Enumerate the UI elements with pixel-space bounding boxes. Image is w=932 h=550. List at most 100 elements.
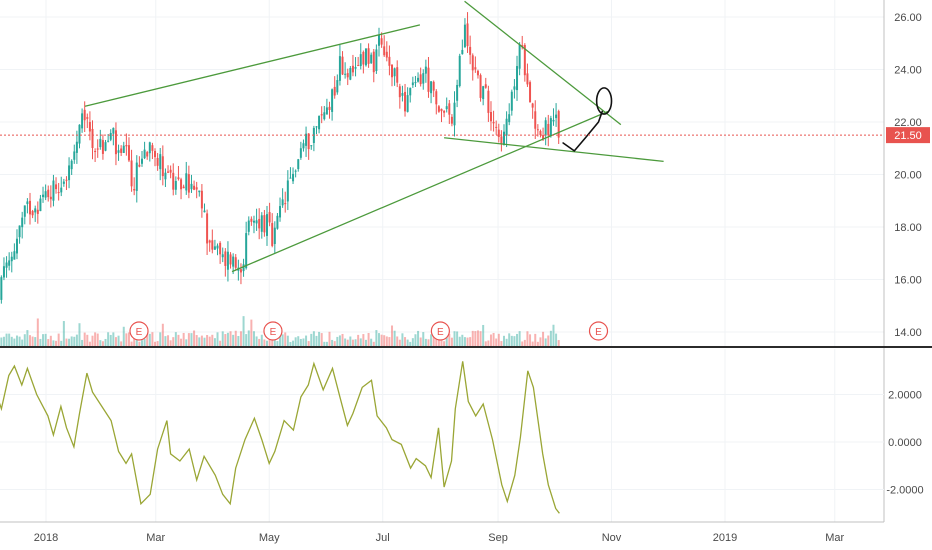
candle-body [453, 102, 456, 126]
candle-body [422, 73, 425, 84]
volume-bar [104, 338, 107, 346]
volume-bar [487, 340, 490, 346]
volume-bar [260, 334, 263, 346]
candle-body [305, 133, 308, 146]
candle-body [448, 103, 451, 115]
candle-body [122, 145, 125, 153]
volume-bar [148, 333, 151, 346]
volume-bar [354, 339, 357, 346]
candle-body [47, 189, 50, 198]
candle-body [94, 150, 97, 152]
volume-bar [510, 335, 513, 346]
volume-bar [114, 337, 117, 346]
earnings-marker-label: E [437, 327, 444, 338]
candle-body [174, 180, 177, 190]
candle-body [292, 173, 295, 182]
volume-bar [286, 335, 289, 346]
candle-body [221, 254, 224, 258]
osc-tick-label: 2.0000 [888, 390, 922, 402]
volume-bar [47, 339, 50, 346]
candle-body [193, 185, 196, 190]
volume-bar [424, 338, 427, 346]
candle-body [242, 264, 245, 272]
time-axis[interactable]: 2018 Mar May Jul Sep Nov 2019 Mar [0, 521, 884, 544]
candle-body [411, 82, 414, 86]
candle-body [529, 82, 532, 103]
candle-body [427, 67, 430, 92]
volume-bar [237, 336, 240, 346]
volume-bar [177, 334, 180, 346]
candle-body [271, 223, 274, 246]
volume-bar [55, 340, 58, 346]
volume-bar [81, 339, 84, 346]
candle-body [359, 54, 362, 67]
volume-bar [60, 340, 63, 346]
volume-bar [195, 335, 198, 346]
volume-bar [466, 337, 469, 346]
time-tick-label: Jul [376, 532, 390, 544]
volume-bar [156, 341, 159, 346]
volume-bar [112, 332, 115, 346]
candle-body [34, 208, 37, 213]
volume-bar [164, 336, 167, 346]
time-tick-label: 2018 [34, 532, 58, 544]
volume-bar [325, 341, 328, 346]
volume-bar [536, 341, 539, 346]
candle-body [435, 91, 438, 105]
volume-bar [489, 334, 492, 346]
volume-bar [469, 337, 472, 346]
volume-bar [2, 336, 5, 346]
candle-body [284, 203, 287, 205]
volume-bar [23, 334, 26, 346]
volume-bar [529, 334, 532, 346]
candle-body [143, 149, 146, 159]
candle-body [547, 123, 550, 136]
volume-bar [552, 324, 555, 346]
candle-body [23, 205, 26, 217]
candle-body [216, 245, 219, 249]
candle-body [396, 67, 399, 83]
candle-body [383, 46, 386, 56]
candle-body [154, 150, 157, 158]
candle-body [531, 103, 534, 108]
candle-body [245, 233, 248, 269]
volume-bar [349, 336, 352, 346]
candle-body [44, 191, 47, 198]
candle-body [62, 181, 65, 184]
candle-body [325, 107, 328, 115]
volume-bar [526, 331, 529, 346]
volume-bar [193, 330, 196, 346]
volume-bar [476, 330, 479, 346]
candle-body [362, 51, 365, 65]
volume-bar [15, 335, 18, 346]
volume-bar [341, 333, 344, 346]
volume-bar [8, 333, 11, 346]
candle-body [432, 81, 435, 91]
candle-body [255, 220, 258, 224]
volume-bar [430, 334, 433, 346]
hand-drawing [562, 87, 613, 152]
price-axis[interactable]: 26.00 24.00 22.00 20.00 18.00 16.00 14.00 21.5… [883, 0, 932, 522]
volume-bar [417, 330, 420, 346]
candle-body [83, 109, 86, 121]
candle-body [523, 44, 526, 76]
volume-bar [391, 325, 394, 346]
candle-body [513, 86, 516, 90]
candle-body [234, 257, 237, 268]
volume-bar [252, 331, 255, 346]
candle-body [398, 86, 401, 98]
candle-body [516, 66, 519, 91]
candle-body [289, 177, 292, 179]
candle-body [482, 86, 485, 100]
candle-body [505, 118, 508, 136]
candle-body [333, 86, 336, 96]
volume-bar [482, 324, 485, 346]
candle-body [148, 142, 151, 154]
volume-bar [312, 331, 315, 346]
volume-bar [107, 332, 110, 346]
price-axis-background [884, 0, 932, 346]
volume-bar [333, 341, 336, 346]
volume-bar [44, 333, 47, 346]
time-tick-label: Nov [602, 532, 622, 544]
